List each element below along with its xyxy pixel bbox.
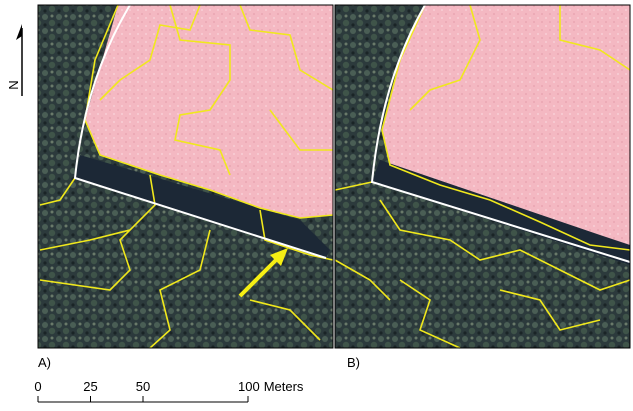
scale-bar: 0 25 50 100 Meters: [34, 379, 304, 402]
scale-tick-label: 25: [83, 379, 97, 394]
figure: N A) B) 0 25 50 100 Meters: [0, 0, 633, 406]
scale-tick-label: 50: [136, 379, 150, 394]
panel-label: A): [38, 355, 51, 370]
scale-tick-label: 0: [34, 379, 41, 394]
scale-unit: Meters: [264, 379, 304, 394]
panel-a-image: [38, 5, 333, 348]
panel-b-image: [335, 5, 630, 348]
panel-label: B): [347, 355, 360, 370]
scale-tick-label: 100: [238, 379, 260, 394]
north-arrow: N: [6, 24, 22, 96]
north-label: N: [6, 80, 21, 89]
